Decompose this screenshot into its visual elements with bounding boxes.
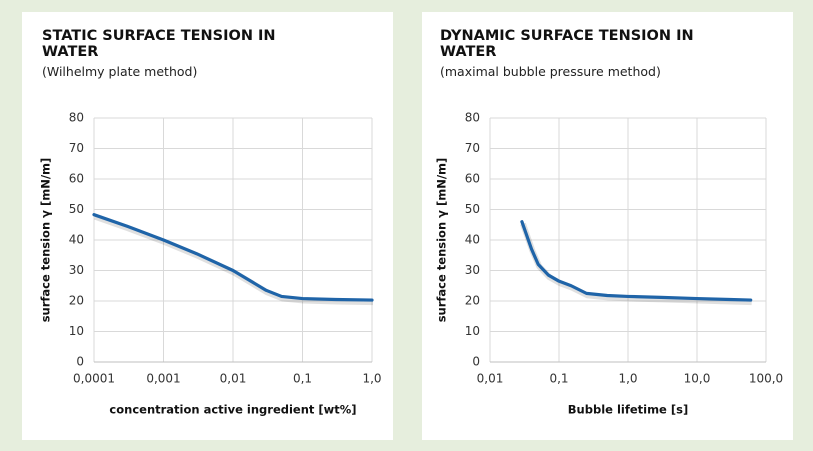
y-tick-label: 70 bbox=[69, 141, 84, 155]
x-tick-label: 100,0 bbox=[749, 372, 783, 386]
x-tick-label: 1,0 bbox=[362, 372, 381, 386]
shadow bbox=[520, 222, 752, 306]
chart-subtitle: (maximal bubble pressure method) bbox=[440, 64, 661, 79]
y-tick-label: 50 bbox=[69, 202, 84, 216]
y-tick-label: 40 bbox=[69, 233, 84, 247]
y-tick-label: 60 bbox=[69, 172, 84, 186]
x-tick-label: 0,0001 bbox=[73, 372, 115, 386]
line bbox=[520, 220, 753, 302]
y-tick-label: 10 bbox=[465, 324, 480, 338]
x-tick-label: 0,1 bbox=[549, 372, 568, 386]
chart-title: STATIC SURFACE TENSION IN WATER bbox=[42, 28, 276, 60]
y-axis-label: surface tension γ [mN/m] bbox=[39, 158, 53, 323]
y-tick-label: 70 bbox=[465, 141, 480, 155]
chart-title: DYNAMIC SURFACE TENSION IN WATER bbox=[440, 28, 694, 60]
y-tick-label: 20 bbox=[465, 294, 480, 308]
panel bbox=[422, 12, 793, 440]
y-tick-label: 10 bbox=[69, 324, 84, 338]
y-tick-label: 0 bbox=[472, 355, 480, 369]
panel bbox=[22, 12, 393, 440]
x-axis-label: Bubble lifetime [s] bbox=[568, 403, 688, 417]
x-tick-label: 0,1 bbox=[293, 372, 312, 386]
x-tick-label: 10,0 bbox=[684, 372, 711, 386]
y-tick-label: 30 bbox=[69, 263, 84, 277]
y-axis-label: surface tension γ [mN/m] bbox=[435, 158, 449, 323]
x-tick-label: 0,001 bbox=[146, 372, 180, 386]
y-tick-label: 40 bbox=[465, 233, 480, 247]
y-tick-label: 60 bbox=[465, 172, 480, 186]
y-tick-label: 20 bbox=[69, 294, 84, 308]
y-tick-label: 80 bbox=[69, 111, 84, 125]
line bbox=[92, 213, 374, 302]
x-tick-label: 0,01 bbox=[220, 372, 247, 386]
y-tick-label: 50 bbox=[465, 202, 480, 216]
y-tick-label: 30 bbox=[465, 263, 480, 277]
chart-subtitle: (Wilhelmy plate method) bbox=[42, 64, 198, 79]
x-axis-label: concentration active ingredient [wt%] bbox=[109, 403, 356, 417]
y-tick-label: 0 bbox=[76, 355, 84, 369]
x-tick-label: 0,01 bbox=[477, 372, 504, 386]
x-tick-label: 1,0 bbox=[618, 372, 637, 386]
y-tick-label: 80 bbox=[465, 111, 480, 125]
